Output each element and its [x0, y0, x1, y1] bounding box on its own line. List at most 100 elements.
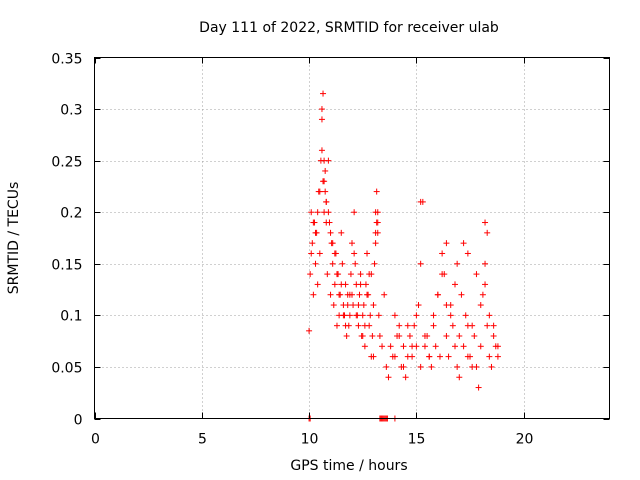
data-point — [351, 209, 358, 216]
data-point — [372, 229, 379, 236]
data-point — [336, 291, 343, 298]
data-point — [346, 291, 353, 298]
data-point — [449, 322, 456, 329]
data-point — [360, 302, 367, 309]
data-point — [447, 312, 454, 319]
data-point — [443, 302, 450, 309]
x-tick-label: 15 — [408, 432, 426, 448]
data-point — [331, 250, 338, 257]
data-point — [307, 271, 314, 278]
data-point — [331, 281, 338, 288]
data-point — [323, 219, 330, 226]
data-point — [379, 343, 386, 350]
y-tick-label: 0.35 — [51, 52, 82, 68]
x-tick-label: 0 — [91, 432, 100, 448]
data-point — [486, 353, 493, 360]
data-point — [320, 178, 327, 185]
data-point — [445, 353, 452, 360]
data-point — [417, 363, 424, 370]
data-point — [443, 240, 450, 247]
y-tick-label: 0 — [74, 413, 83, 429]
data-point — [318, 116, 325, 123]
x-tick-labels: 0 5 10 15 20 — [91, 432, 533, 448]
data-point — [473, 271, 480, 278]
data-point — [482, 281, 489, 288]
data-point — [333, 322, 340, 329]
y-tick-label: 0.3 — [60, 103, 82, 119]
data-point — [338, 281, 345, 288]
data-point — [396, 322, 403, 329]
data-point — [329, 260, 336, 267]
data-point — [373, 219, 380, 226]
data-point — [322, 188, 329, 195]
data-point — [357, 281, 364, 288]
data-point — [490, 332, 497, 339]
data-point — [356, 291, 363, 298]
data-point — [464, 353, 471, 360]
data-point — [353, 312, 360, 319]
data-point — [404, 322, 411, 329]
data-point — [322, 167, 329, 174]
data-point — [409, 353, 416, 360]
data-point — [368, 353, 375, 360]
grid-lines — [94, 57, 610, 419]
data-point — [325, 209, 332, 216]
y-tick-label: 0.2 — [60, 206, 82, 222]
data-point — [421, 343, 428, 350]
data-point — [402, 374, 409, 381]
y-tick-label: 0.15 — [51, 258, 82, 274]
data-point — [458, 291, 465, 298]
data-point — [329, 240, 336, 247]
y-tick-label: 0.1 — [60, 309, 82, 325]
data-point — [432, 343, 439, 350]
data-point — [339, 260, 346, 267]
data-point — [460, 343, 467, 350]
data-point — [452, 281, 458, 288]
data-point — [439, 271, 446, 278]
data-point — [323, 198, 330, 205]
data-point — [400, 363, 407, 370]
y-tick-label: 0.05 — [51, 361, 82, 377]
data-point — [359, 332, 366, 339]
data-point — [477, 343, 484, 350]
data-point — [385, 374, 392, 381]
data-point — [327, 229, 334, 236]
data-point — [460, 240, 467, 247]
plot-frame — [94, 57, 610, 419]
data-point — [413, 343, 420, 350]
data-point — [391, 312, 398, 319]
data-point — [475, 384, 482, 391]
data-point — [490, 322, 497, 329]
y-tick-label: 0.25 — [51, 155, 82, 171]
data-point — [357, 271, 364, 278]
data-point — [486, 312, 493, 319]
y-tick-labels: 0 0.05 0.1 0.15 0.2 0.25 0.3 0.35 — [51, 52, 82, 429]
data-point — [347, 271, 354, 278]
data-point — [344, 302, 351, 309]
x-tick-label: 20 — [516, 432, 534, 448]
data-point — [428, 363, 435, 370]
data-point — [415, 302, 422, 309]
axis-ticks — [94, 57, 610, 420]
data-point — [434, 291, 441, 298]
data-point — [406, 332, 413, 339]
data-point — [349, 240, 355, 247]
data-point — [417, 260, 424, 267]
data-point — [327, 291, 334, 298]
data-point — [312, 260, 319, 267]
data-point — [413, 312, 420, 319]
data-point — [391, 353, 398, 360]
data-point — [452, 343, 458, 350]
data-point — [338, 229, 345, 236]
data-point — [352, 260, 359, 267]
data-point — [454, 260, 461, 267]
data-point — [421, 332, 428, 339]
data-point — [312, 229, 319, 236]
chart-title: Day 111 of 2022, SRMTID for receiver ula… — [199, 20, 499, 36]
data-point — [469, 322, 476, 329]
data-point — [443, 332, 450, 339]
data-point — [346, 312, 353, 319]
data-point — [482, 260, 489, 267]
data-point — [362, 281, 369, 288]
